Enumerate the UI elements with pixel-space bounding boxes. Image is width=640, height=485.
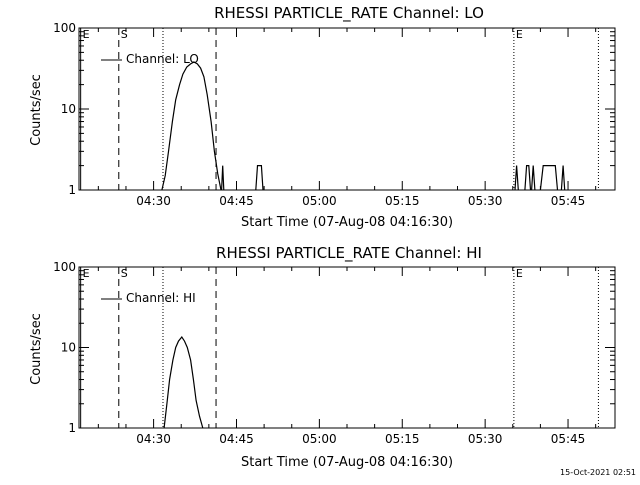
x-tick-label: 05:30 [468, 432, 503, 446]
time-marker-label: S [121, 28, 128, 41]
y-axis-label: Counts/sec [29, 313, 44, 385]
x-tick-label: 05:00 [302, 194, 337, 208]
x-tick-label: 05:15 [385, 194, 420, 208]
x-tick-label: 04:45 [219, 432, 254, 446]
x-tick-label: 04:30 [136, 432, 171, 446]
lo-channel-panel: RHESSI PARTICLE_RATE Channel: LO Start T… [29, 4, 616, 230]
data-series-line [161, 61, 222, 191]
data-series-line [163, 335, 204, 429]
time-marker-label: S [121, 267, 128, 280]
time-marker-label: E [83, 28, 90, 41]
x-tick-label: 05:00 [302, 432, 337, 446]
time-marker-label: E [516, 267, 523, 280]
chart-title: RHESSI PARTICLE_RATE Channel: HI [216, 244, 482, 263]
x-axis-label: Start Time (07-Aug-08 04:16:30) [241, 215, 453, 230]
y-tick-label: 100 [53, 21, 76, 35]
data-series-line [539, 165, 559, 191]
time-marker-label: E [83, 267, 90, 280]
data-series-line [221, 165, 225, 191]
data-series-line [531, 165, 536, 191]
x-tick-label: 04:45 [219, 194, 254, 208]
x-tick-label: 04:30 [136, 194, 171, 208]
chart-title: RHESSI PARTICLE_RATE Channel: LO [214, 4, 484, 23]
legend-label: Channel: LO [126, 52, 199, 66]
y-tick-label: 1 [68, 421, 76, 435]
data-series-line [560, 165, 566, 191]
hi-channel-panel: RHESSI PARTICLE_RATE Channel: HI Start T… [29, 244, 616, 470]
y-tick-label: 1 [68, 183, 76, 197]
x-axis-label: Start Time (07-Aug-08 04:16:30) [241, 455, 453, 470]
y-tick-label: 10 [61, 341, 76, 355]
y-tick-label: 10 [61, 102, 76, 116]
data-series-line [524, 165, 532, 191]
footer-timestamp: 15-Oct-2021 02:51 [560, 468, 636, 477]
data-series-line [255, 165, 264, 191]
data-series-line [514, 165, 519, 191]
x-tick-label: 05:15 [385, 432, 420, 446]
y-tick-label: 100 [53, 260, 76, 274]
legend-label: Channel: HI [126, 291, 196, 305]
x-tick-label: 05:45 [551, 194, 586, 208]
x-tick-label: 05:30 [468, 194, 503, 208]
x-tick-label: 05:45 [551, 432, 586, 446]
time-marker-label: E [516, 28, 523, 41]
y-axis-label: Counts/sec [29, 74, 44, 146]
